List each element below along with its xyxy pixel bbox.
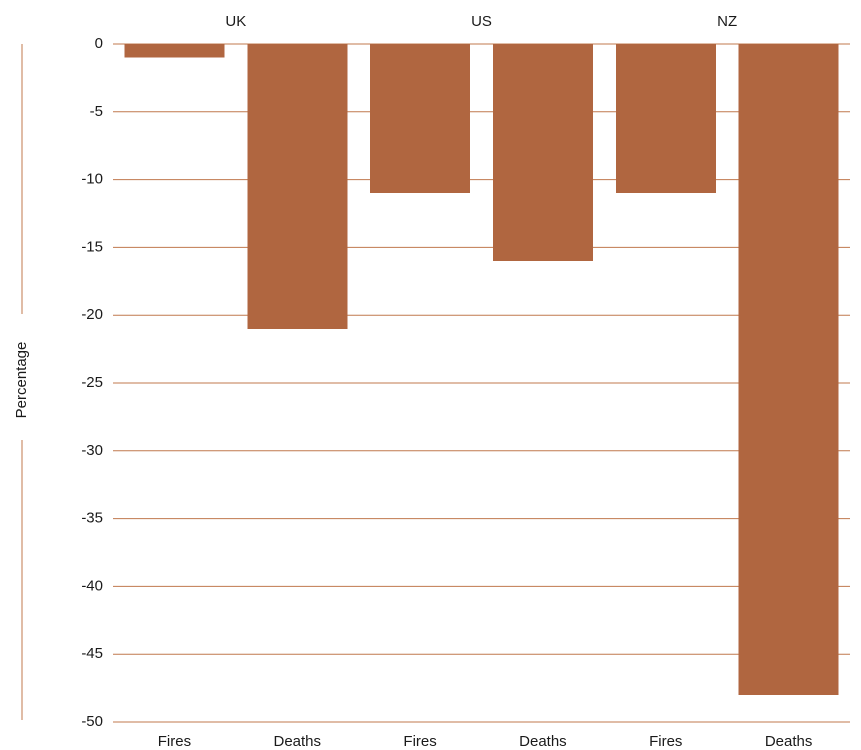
group-label-us: US (471, 13, 492, 30)
x-axis-categories: Fires Deaths Fires Deaths Fires Deaths (158, 733, 813, 750)
x-category-label: Fires (649, 733, 682, 750)
y-tick-label: -30 (81, 442, 103, 459)
bars (124, 44, 839, 695)
group-label-uk: UK (225, 13, 246, 30)
y-tick-label: -40 (81, 577, 103, 594)
bar-deaths (492, 44, 593, 261)
bar-deaths (738, 44, 839, 695)
x-category-label: Fires (158, 733, 191, 750)
x-category-label: Deaths (519, 733, 567, 750)
y-tick-label: -20 (81, 306, 103, 323)
y-tick-label: -15 (81, 238, 103, 255)
y-tick-label: -5 (90, 103, 103, 120)
group-label-nz: NZ (717, 13, 737, 30)
x-category-label: Deaths (765, 733, 813, 750)
bar-fires (615, 44, 716, 194)
y-axis-ticks: 0 -5 -10 -15 -20 -25 -30 -35 -40 -45 -50 (81, 35, 103, 730)
y-tick-label: -35 (81, 510, 103, 527)
y-tick-label: -25 (81, 374, 103, 391)
x-category-label: Fires (403, 733, 436, 750)
y-tick-label: -10 (81, 171, 103, 188)
y-axis: Percentage (13, 44, 30, 720)
x-category-label: Deaths (273, 733, 321, 750)
bar-fires (124, 44, 225, 58)
y-tick-label: -45 (81, 645, 103, 662)
bar-deaths (247, 44, 348, 329)
gridlines (113, 43, 850, 723)
y-tick-label: 0 (95, 35, 103, 52)
y-tick-label: -50 (81, 713, 103, 730)
bar-fires (370, 44, 471, 194)
y-axis-title: Percentage (13, 342, 30, 419)
group-labels: UK US NZ (225, 13, 737, 30)
